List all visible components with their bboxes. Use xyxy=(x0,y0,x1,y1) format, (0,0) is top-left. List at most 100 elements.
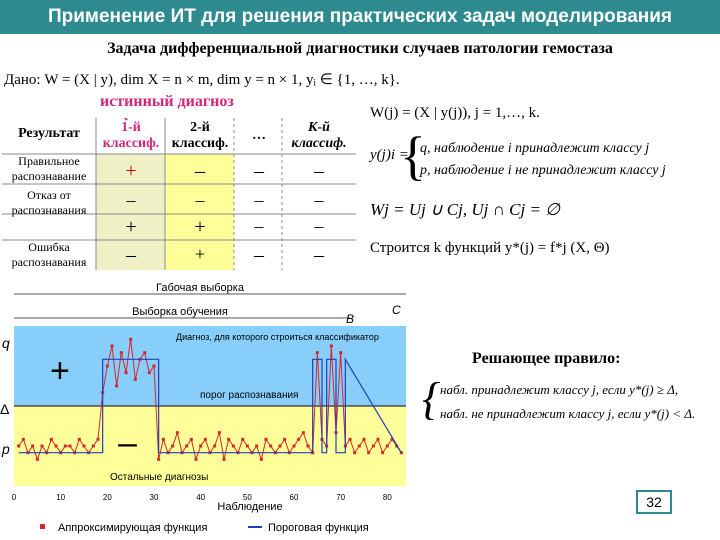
series-line-threshold xyxy=(18,357,402,454)
class-region xyxy=(14,326,406,406)
data-point xyxy=(119,351,123,355)
threshold-label: порог распознавания xyxy=(200,390,298,401)
x-tick-labels: 0 10 20 30 40 50 60 70 80 xyxy=(12,493,393,502)
table-background xyxy=(2,118,356,270)
data-point xyxy=(54,444,58,448)
data-point xyxy=(376,437,380,441)
table-cell: – xyxy=(314,216,324,236)
table-cell: – xyxy=(195,160,205,182)
data-point xyxy=(171,444,175,448)
table-cell: – xyxy=(314,190,324,210)
learning-sample-label: Выборка обучения xyxy=(132,306,228,318)
data-point xyxy=(63,444,67,448)
header-ellipsis: … xyxy=(252,128,266,143)
row-label-error: Ошибка распознавания xyxy=(11,240,87,269)
x-tick-label: 80 xyxy=(383,493,392,502)
data-point xyxy=(21,437,25,441)
data-point xyxy=(129,337,133,341)
data-point xyxy=(385,444,389,448)
data-point xyxy=(315,351,319,355)
slide-title: Применение ИТ для решения практических з… xyxy=(0,0,720,34)
data-point xyxy=(77,437,81,441)
p-label: p xyxy=(1,441,10,457)
table-cell: + xyxy=(194,216,206,238)
data-point xyxy=(199,444,203,448)
data-point xyxy=(301,431,305,435)
table-cell: – xyxy=(254,190,264,210)
data-point xyxy=(143,351,147,355)
x-tick-label: 70 xyxy=(336,493,345,502)
table-cell: – xyxy=(254,216,264,236)
data-point xyxy=(227,437,231,441)
header-classifier-1: 1-й классиф. xyxy=(102,120,160,151)
data-point xyxy=(68,444,72,448)
x-tick-label: 20 xyxy=(103,493,112,502)
data-point xyxy=(362,437,366,441)
data-point xyxy=(353,451,357,455)
k-functions: Строится k функций y*(j) = f*j (X, Θ) xyxy=(370,240,610,256)
data-point xyxy=(231,444,235,448)
data-point xyxy=(31,444,35,448)
data-point xyxy=(49,437,53,441)
x-axis-label: Наблюдение xyxy=(217,501,282,513)
q-label: q xyxy=(2,335,10,351)
data-point xyxy=(115,384,119,388)
data-point xyxy=(213,444,217,448)
x-tick-label: 40 xyxy=(196,493,205,502)
page-number: 32 xyxy=(636,490,672,514)
label-C: C xyxy=(392,303,401,317)
y-function-label: y(j)i = xyxy=(370,147,409,163)
data-point xyxy=(297,437,301,441)
data-point xyxy=(292,444,296,448)
minus-sign: – xyxy=(118,424,137,462)
data-point xyxy=(194,457,198,461)
data-point xyxy=(189,437,193,441)
data-point xyxy=(264,437,268,441)
data-point xyxy=(96,437,100,441)
data-point xyxy=(185,444,189,448)
row-label-refusal: Отказ от распознавания xyxy=(11,188,87,217)
x-tick-label: 0 xyxy=(12,493,17,502)
data-point xyxy=(222,457,226,461)
approximation-chart: Габочая выборка Выборка обучения B C Диа… xyxy=(0,282,406,534)
data-point xyxy=(157,457,161,461)
table-cell: – xyxy=(314,160,324,182)
data-point xyxy=(329,344,333,348)
data-point xyxy=(367,451,371,455)
x-tick-label: 50 xyxy=(243,493,252,502)
data-point xyxy=(17,444,21,448)
delta-label: Δ xyxy=(0,401,9,417)
annotation-text: Диагноз, для которого строиться классифи… xyxy=(176,332,379,342)
data-point xyxy=(133,377,137,381)
data-point xyxy=(241,437,245,441)
data-point xyxy=(175,431,179,435)
data-point xyxy=(269,444,273,448)
data-point xyxy=(124,371,128,375)
label-B: B xyxy=(346,312,354,326)
data-point xyxy=(399,451,403,455)
legend-marker-approx xyxy=(40,524,45,529)
wj-partition: Wj = Uj ∪ Cj, Uj ∩ Cj = ∅ xyxy=(370,200,560,219)
data-point xyxy=(105,364,109,368)
results-table: Результат 1-й классиф. 2-й классиф. … К-… xyxy=(2,118,356,270)
data-point xyxy=(371,444,375,448)
data-point xyxy=(381,451,385,455)
x-tick-label: 10 xyxy=(56,493,65,502)
wj-definition: W(j) = (X | y(j)), j = 1,…, k. xyxy=(370,105,540,121)
brace: { xyxy=(422,373,441,424)
legend-threshold: Пороговая функция xyxy=(268,522,369,534)
slide-subtitle: Задача дифференциальной диагностики случ… xyxy=(107,40,613,57)
training-sample-label: Габочая выборка xyxy=(156,282,245,294)
table-cell: – xyxy=(314,244,324,266)
table-cell: + xyxy=(125,216,137,238)
data-point xyxy=(152,364,156,368)
table-cell: – xyxy=(126,244,136,266)
table-cell: + xyxy=(125,160,137,182)
data-point xyxy=(110,344,114,348)
rule-line-2: набл. не принадлежит классу j, если y*(j… xyxy=(440,406,696,421)
brace: { xyxy=(400,126,426,186)
data-point xyxy=(339,351,343,355)
true-diagnosis-label: истинный диагноз xyxy=(100,93,234,110)
data-point xyxy=(40,444,44,448)
other-region xyxy=(14,406,406,486)
